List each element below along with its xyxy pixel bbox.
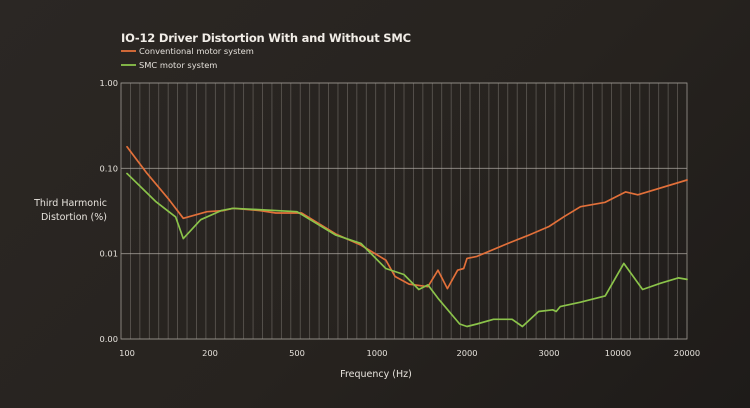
x-tick-label: 1000 [366,348,387,358]
x-tick-label: 100 [119,348,135,358]
y-tick-label: 1.00 [100,78,118,88]
y-axis-label-line-1: Third Harmonic [33,198,107,209]
y-axis-ticks: 1.00 0.10 0.01 0.00 [100,78,118,344]
plot-frame [120,82,688,340]
x-tick-label: 200 [202,348,218,358]
legend-label: Conventional motor system [139,46,254,56]
y-tick-label: 0.10 [100,163,118,173]
grid [120,82,688,340]
x-tick-label: 10000 [605,348,631,358]
x-tick-label: 20000 [674,348,700,358]
legend-label: SMC motor system [139,60,217,70]
x-tick-label: 3000 [538,348,559,358]
x-tick-label: 500 [289,348,305,358]
series-layer [126,145,688,328]
x-axis-label: Frequency (Hz) [340,369,412,380]
x-axis-ticks: 100 200 500 1000 2000 3000 10000 20000 [119,348,700,358]
y-tick-label: 0.00 [100,334,118,344]
x-tick-label: 2000 [456,348,477,358]
y-tick-label: 0.01 [100,249,118,259]
series-line-smc [126,172,688,328]
legend: Conventional motor system SMC motor syste… [121,46,254,70]
y-axis-label-line-2: Distortion (%) [41,212,107,223]
chart-title: IO-12 Driver Distortion With and Without… [121,31,411,45]
